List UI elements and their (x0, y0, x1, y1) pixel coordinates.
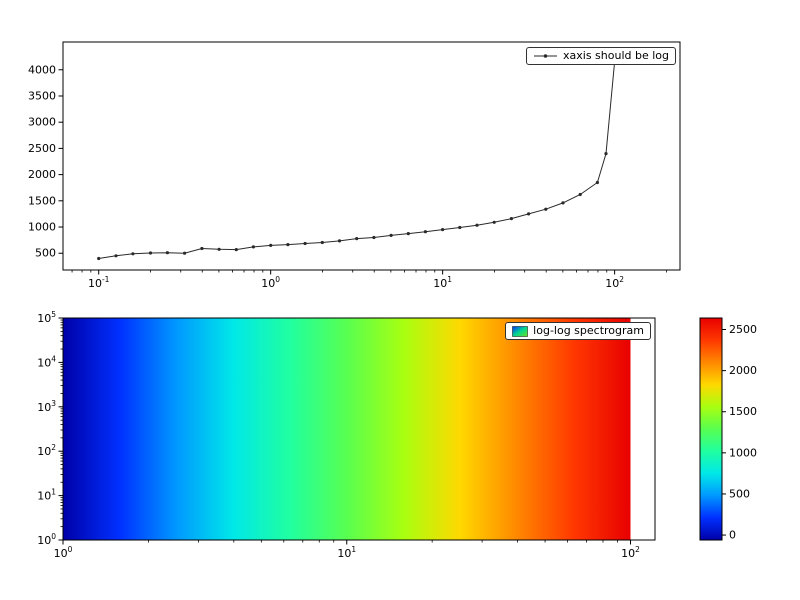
x-tick-label: 100 (261, 275, 280, 290)
data-point (269, 243, 273, 247)
y-tick-label: 500 (35, 247, 56, 260)
top-axes-frame (62, 41, 681, 271)
data-point (97, 256, 101, 261)
colorbar-tick-label: 2000 (729, 364, 757, 377)
top-plot-legend: xaxis should be log (526, 47, 676, 66)
y-tick-label: 3000 (28, 116, 56, 129)
line-marker-icon (534, 54, 557, 58)
x-tick-label: 102 (605, 275, 624, 290)
data-point (131, 252, 135, 256)
y-tick-label: 105 (37, 310, 56, 325)
y-tick-label: 100 (37, 532, 56, 547)
y-tick-label: 2000 (28, 168, 56, 181)
data-point (604, 152, 608, 156)
colorbar-frame (699, 317, 723, 541)
colorbar-tick-label: 500 (729, 487, 750, 500)
data-point (492, 220, 496, 224)
spectrogram-swatch-icon (512, 325, 528, 337)
x-tick-label: 102 (621, 545, 640, 560)
data-point (286, 243, 290, 247)
data-point (423, 230, 427, 234)
bottom-plot-legend: log-log spectrogram (505, 322, 651, 341)
x-tick-label: 10-1 (88, 275, 110, 290)
data-point (406, 232, 410, 236)
data-point (544, 207, 548, 211)
data-point (165, 251, 169, 255)
y-tick-label: 1500 (28, 194, 56, 207)
data-point (527, 212, 531, 216)
colorbar-gradient (700, 318, 722, 540)
colorbar-tick-label: 1500 (729, 405, 757, 418)
data-point (183, 251, 187, 255)
data-point (595, 180, 600, 185)
y-tick-label: 4000 (28, 63, 56, 76)
data-point (458, 225, 462, 230)
y-tick-label: 103 (37, 399, 56, 414)
x-tick-label: 101 (337, 545, 356, 560)
data-point (441, 228, 445, 232)
x-tick-label: 101 (433, 275, 452, 290)
data-point (303, 241, 307, 246)
y-tick-label: 101 (37, 488, 56, 503)
data-point (578, 192, 582, 197)
data-point (372, 235, 376, 240)
top-legend-label: xaxis should be log (563, 49, 669, 62)
data-point (475, 223, 479, 227)
y-tick-label: 2500 (28, 142, 56, 155)
data-point (148, 251, 153, 255)
data-line (98, 61, 616, 259)
data-point (561, 201, 565, 205)
x-tick-label: 100 (54, 545, 73, 560)
bottom-legend-label: log-log spectrogram (533, 324, 644, 337)
data-point (337, 239, 342, 243)
data-point (355, 237, 359, 241)
data-point (509, 217, 513, 221)
data-point (217, 247, 221, 251)
y-tick-label: 104 (37, 354, 56, 369)
y-tick-label: 1000 (28, 221, 56, 234)
colorbar-tick-label: 0 (729, 529, 736, 542)
y-tick-label: 3500 (28, 89, 56, 102)
bottom-axes-frame (62, 317, 656, 541)
data-point (389, 233, 393, 237)
spectrogram-image (63, 318, 631, 540)
data-point (114, 254, 118, 258)
y-tick-label: 102 (37, 443, 56, 458)
data-point (251, 245, 255, 249)
colorbar-tick-label: 2500 (729, 323, 757, 336)
colorbar-tick-label: 1000 (729, 446, 757, 459)
data-point (200, 246, 204, 251)
data-point (234, 248, 238, 252)
data-point (320, 240, 324, 245)
